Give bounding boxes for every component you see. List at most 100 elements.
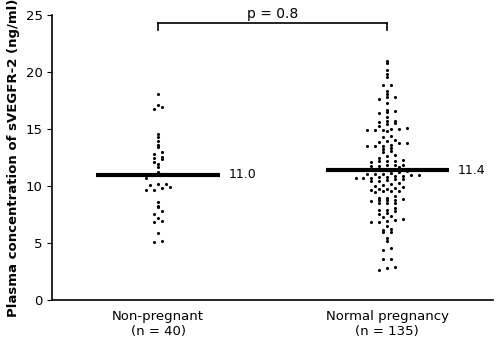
Point — [376, 186, 384, 192]
Point — [368, 219, 376, 225]
Point — [391, 200, 399, 205]
Point — [376, 267, 384, 273]
Point — [376, 175, 384, 180]
Point — [384, 207, 392, 212]
Point — [352, 175, 360, 181]
Point — [407, 172, 415, 178]
Point — [391, 118, 399, 124]
Point — [384, 186, 392, 191]
Point — [384, 59, 392, 64]
Point — [150, 159, 158, 165]
Point — [150, 107, 158, 112]
Point — [387, 148, 395, 154]
Point — [158, 105, 166, 110]
Point — [380, 256, 388, 262]
Point — [384, 154, 392, 159]
Point — [380, 229, 388, 235]
Point — [380, 127, 388, 133]
Point — [387, 171, 395, 176]
Point — [391, 217, 399, 223]
Point — [395, 126, 403, 132]
Point — [384, 129, 392, 134]
Point — [399, 173, 407, 178]
Point — [368, 199, 376, 204]
Point — [391, 176, 399, 182]
Point — [395, 169, 403, 175]
Y-axis label: Plasma concentration of sVEGFR-2 (ng/ml): Plasma concentration of sVEGFR-2 (ng/ml) — [7, 0, 20, 317]
Point — [376, 155, 384, 160]
Point — [368, 178, 376, 184]
Point — [391, 94, 399, 100]
Point — [376, 119, 384, 124]
Point — [387, 229, 395, 235]
Point — [150, 187, 158, 193]
Point — [372, 189, 380, 195]
Point — [154, 203, 162, 208]
Point — [376, 159, 384, 164]
Point — [154, 92, 162, 97]
Point — [395, 180, 403, 186]
Point — [380, 171, 388, 176]
Point — [150, 219, 158, 224]
Point — [380, 143, 388, 149]
Point — [384, 119, 392, 124]
Point — [364, 172, 372, 177]
Point — [166, 185, 174, 190]
Point — [146, 182, 154, 187]
Point — [360, 175, 368, 180]
Point — [391, 173, 399, 179]
Point — [372, 171, 380, 177]
Point — [380, 227, 388, 233]
Point — [384, 67, 392, 73]
Point — [158, 218, 166, 224]
Point — [142, 187, 150, 193]
Point — [384, 195, 392, 201]
Point — [387, 146, 395, 151]
Point — [384, 139, 392, 144]
Point — [154, 199, 162, 204]
Point — [154, 138, 162, 144]
Point — [154, 205, 162, 210]
Point — [399, 158, 407, 163]
Point — [384, 109, 392, 114]
Point — [403, 168, 411, 174]
Point — [154, 142, 162, 148]
Point — [380, 247, 388, 253]
Point — [376, 207, 384, 212]
Point — [387, 82, 395, 87]
Point — [158, 172, 166, 178]
Point — [380, 214, 388, 220]
Point — [387, 133, 395, 138]
Point — [376, 178, 384, 184]
Point — [384, 75, 392, 80]
Text: p = 0.8: p = 0.8 — [247, 7, 298, 21]
Point — [391, 162, 399, 168]
Point — [384, 121, 392, 127]
Point — [399, 184, 407, 189]
Point — [158, 156, 166, 161]
Point — [376, 96, 384, 101]
Point — [372, 127, 380, 133]
Point — [395, 188, 403, 194]
Point — [391, 193, 399, 198]
Point — [372, 183, 380, 189]
Point — [376, 197, 384, 203]
Point — [387, 142, 395, 148]
Point — [391, 158, 399, 164]
Point — [380, 167, 388, 172]
Point — [387, 256, 395, 262]
Point — [364, 128, 372, 133]
Point — [380, 189, 388, 194]
Point — [384, 174, 392, 179]
Point — [384, 200, 392, 206]
Point — [154, 134, 162, 139]
Point — [384, 265, 392, 271]
Point — [391, 264, 399, 269]
Point — [376, 219, 384, 225]
Point — [387, 166, 395, 171]
Point — [158, 185, 166, 191]
Point — [391, 108, 399, 114]
Point — [391, 206, 399, 211]
Point — [154, 230, 162, 236]
Point — [166, 172, 174, 178]
